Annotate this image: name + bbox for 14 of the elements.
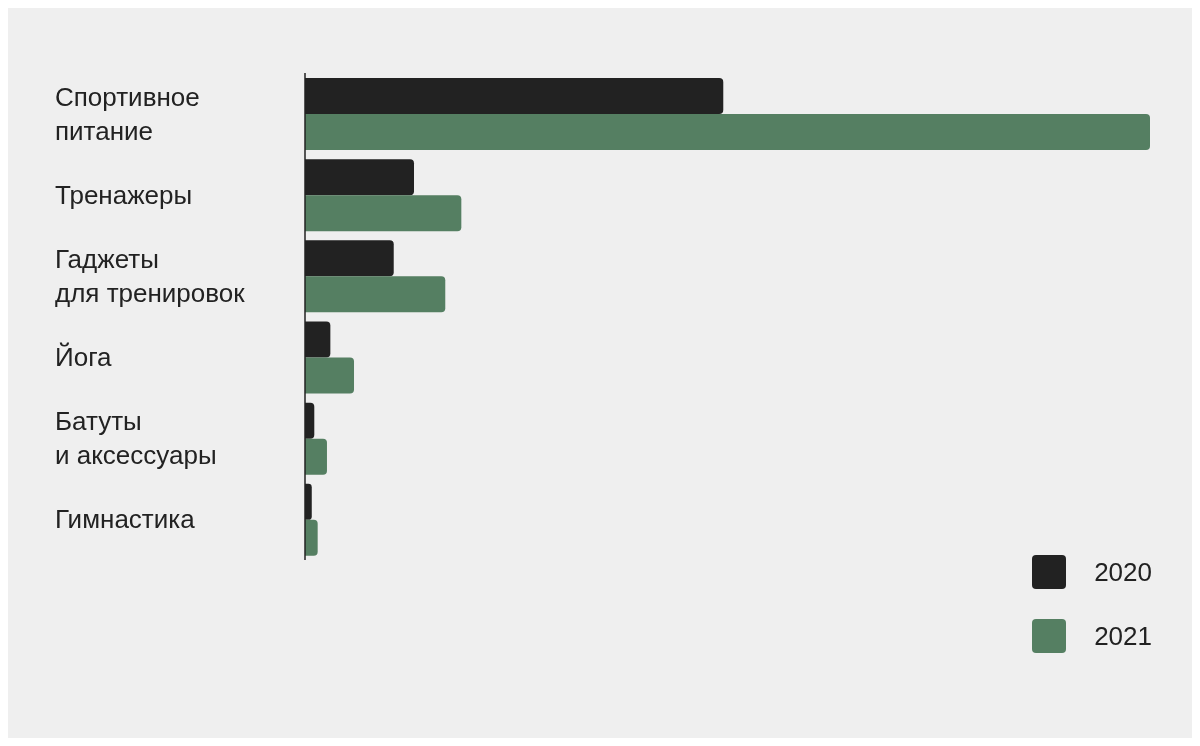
y-tick-label: Тренажеры (55, 179, 193, 210)
y-tick-label: Батуты и аксессуары (55, 406, 217, 471)
bar (305, 438, 327, 475)
bar (305, 519, 318, 556)
legend-label: 2021 (1094, 620, 1152, 652)
bar (305, 357, 355, 394)
bar (305, 114, 1150, 150)
y-tick-label: Гаджеты для тренировок (55, 243, 246, 308)
y-tick-label: Йога (55, 342, 113, 373)
y-tick-label: Спортивное питание (55, 81, 200, 146)
y-tick-label: Гимнастика (55, 504, 196, 535)
legend-label: 2020 (1094, 556, 1152, 588)
bar (305, 276, 446, 313)
bar (305, 195, 462, 232)
